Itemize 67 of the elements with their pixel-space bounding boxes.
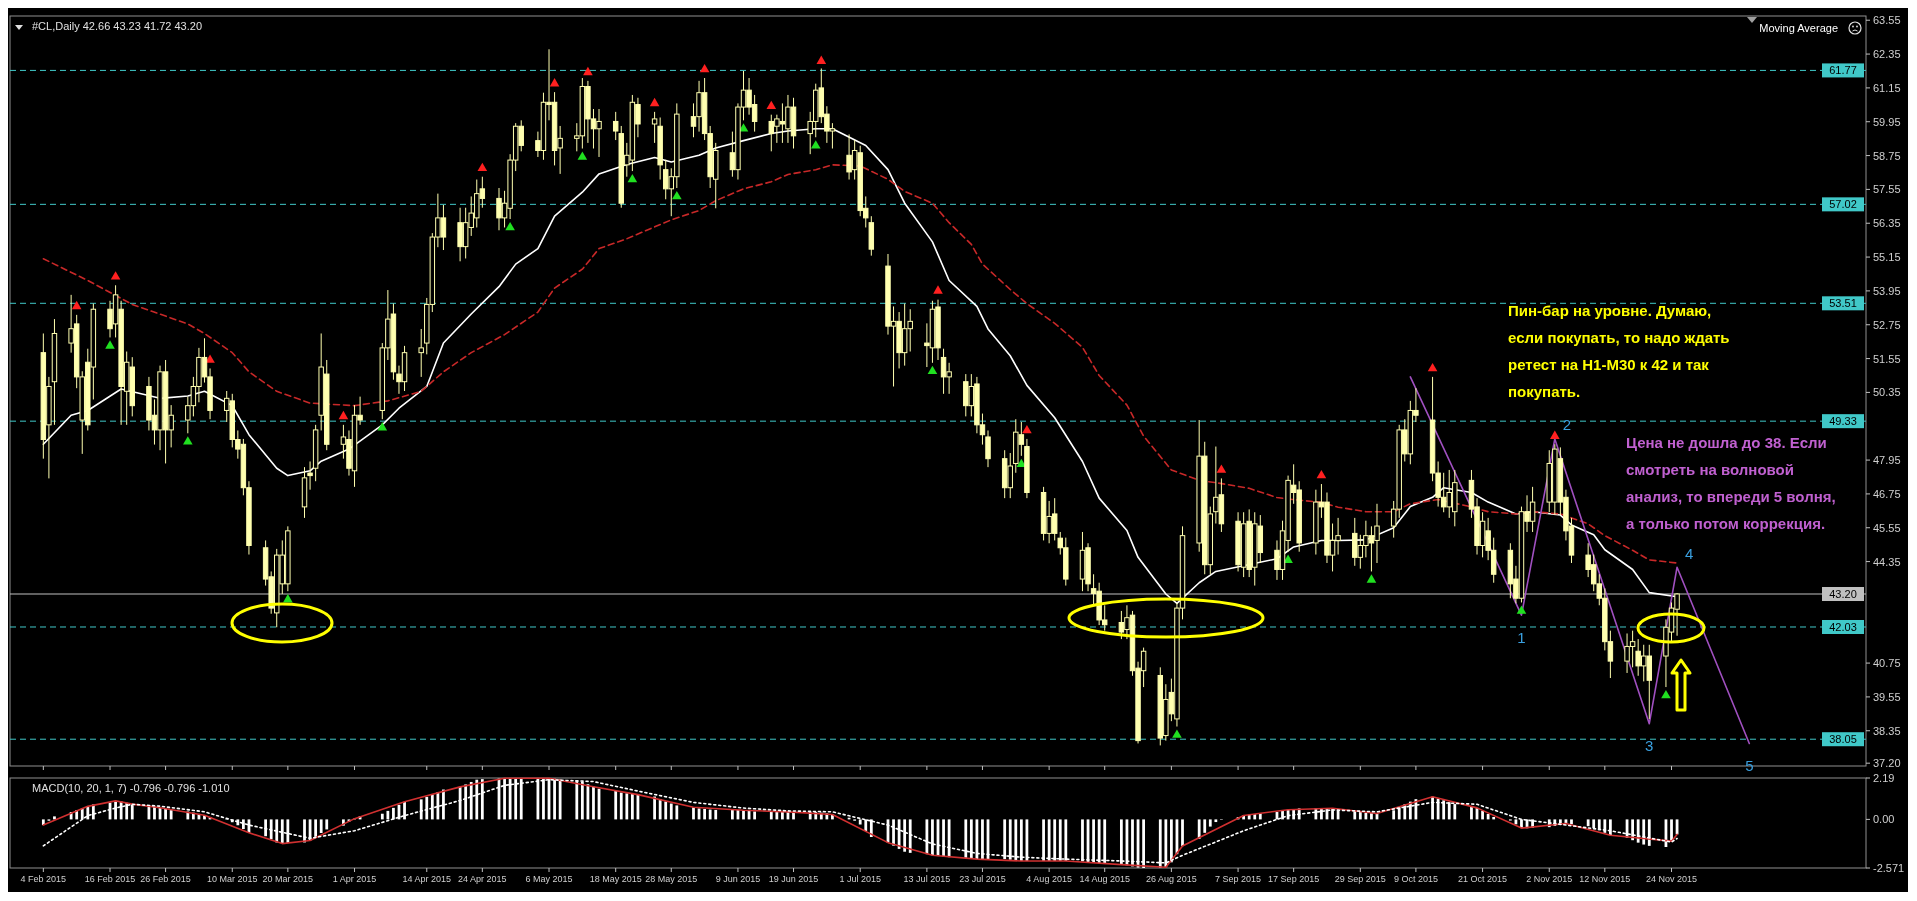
y-tick-label: 38.35 <box>1873 724 1901 737</box>
chart-title: MACD(10, 20, 1, 7) -0.796 -0.796 -1.010 <box>32 782 230 794</box>
x-tick-label: 14 Aug 2015 <box>1079 874 1130 884</box>
x-tick-label: 1 Apr 2015 <box>332 874 377 884</box>
x-tick-label: 4 Feb 2015 <box>20 874 67 884</box>
x-tick-label: 7 Sep 2015 <box>1215 874 1262 884</box>
x-tick-label: 18 May 2015 <box>589 874 642 884</box>
y-tick-label: 50.35 <box>1873 386 1901 399</box>
annotation: Пин-бар на уровне. Думаю, если покупать, то надо ждать ретест на H1-M30 к 42 и так покупать. <box>1508 302 1730 400</box>
x-tick-label: 24 Apr 2015 <box>458 874 507 884</box>
chart-title: #CL,Daily 42.66 43.23 41.72 43.20 <box>32 20 203 32</box>
x-tick-label: 10 Mar 2015 <box>207 874 258 884</box>
annotation: 2 <box>1562 416 1571 434</box>
y-tick-label: 44.35 <box>1873 555 1901 568</box>
y-tick-label: 40.75 <box>1873 657 1901 670</box>
y-tick-label: 39.55 <box>1873 690 1901 703</box>
y-tick-label: 58.75 <box>1873 149 1901 162</box>
x-tick-label: 9 Oct 2015 <box>1393 874 1438 884</box>
x-tick-label: 29 Sep 2015 <box>1334 874 1386 884</box>
x-tick-label: 21 Oct 2015 <box>1458 874 1508 884</box>
y-tick-label: 62.35 <box>1873 48 1901 61</box>
x-tick-label: 17 Sep 2015 <box>1268 874 1320 884</box>
y-tick-label: 53.95 <box>1873 284 1901 297</box>
y-tick-label: 57.55 <box>1873 183 1901 196</box>
x-tick-label: 9 Jun 2015 <box>715 874 761 884</box>
y-tick-label: 46.75 <box>1873 487 1901 500</box>
annotation: 4 <box>1684 544 1694 562</box>
y-tick-label: 59.95 <box>1873 115 1901 128</box>
x-tick-label: 20 Mar 2015 <box>262 874 314 884</box>
x-tick-label: 16 Feb 2015 <box>84 874 136 884</box>
y-tick-label: 56.35 <box>1873 217 1901 230</box>
y-tick-label: 2.19 <box>1873 772 1895 784</box>
x-tick-label: 2 Nov 2015 <box>1526 874 1573 884</box>
annotation: 1 <box>1517 628 1526 646</box>
x-tick-label: 1 Jul 2015 <box>839 874 881 884</box>
annotation: Цена не дошла до 38. Если смотреть на волновой анализ, то впереди 5 волня, а только потом коррекция. <box>1626 434 1836 532</box>
ref-line-label: 43.20 <box>1829 588 1857 601</box>
y-tick-label: -2.571 <box>1873 862 1905 874</box>
x-tick-label: 23 Jul 2015 <box>959 874 1006 884</box>
x-tick-label: 28 May 2015 <box>645 874 698 884</box>
y-tick-label: 0.00 <box>1873 813 1895 826</box>
ref-line-label: 53.51 <box>1829 297 1857 310</box>
x-tick-label: 26 Aug 2015 <box>1146 874 1197 884</box>
ref-line-label: 57.02 <box>1829 198 1857 211</box>
ref-line-label: 49.33 <box>1829 415 1857 428</box>
x-tick-label: 24 Nov 2015 <box>1645 874 1698 884</box>
x-tick-label: 6 May 2015 <box>525 874 573 884</box>
y-tick-label: 63.55 <box>1873 14 1901 27</box>
annotation: 5 <box>1745 756 1754 774</box>
x-tick-label: 26 Feb 2015 <box>140 874 191 884</box>
y-tick-label: 55.15 <box>1873 251 1901 264</box>
y-tick-label: 61.15 <box>1873 81 1901 94</box>
x-tick-label: 12 Nov 2015 <box>1579 874 1631 884</box>
y-tick-label: 37.20 <box>1873 757 1901 770</box>
y-tick-label: 51.55 <box>1873 352 1901 365</box>
ref-line-label: 42.03 <box>1829 621 1857 633</box>
y-tick-label: 47.95 <box>1873 454 1901 467</box>
x-tick-label: 14 Apr 2015 <box>402 874 452 884</box>
ref-line-label: 38.05 <box>1829 733 1857 746</box>
ref-line-label: 61.77 <box>1829 64 1857 77</box>
x-tick-label: 4 Aug 2015 <box>1026 874 1072 884</box>
annotation: 3 <box>1645 737 1654 755</box>
x-tick-label: 19 Jun 2015 <box>768 874 819 884</box>
annotation: Moving Average <box>1759 22 1838 34</box>
y-tick-label: 52.75 <box>1873 318 1901 331</box>
x-tick-label: 13 Jul 2015 <box>903 874 951 884</box>
y-tick-label: 45.55 <box>1873 521 1901 534</box>
